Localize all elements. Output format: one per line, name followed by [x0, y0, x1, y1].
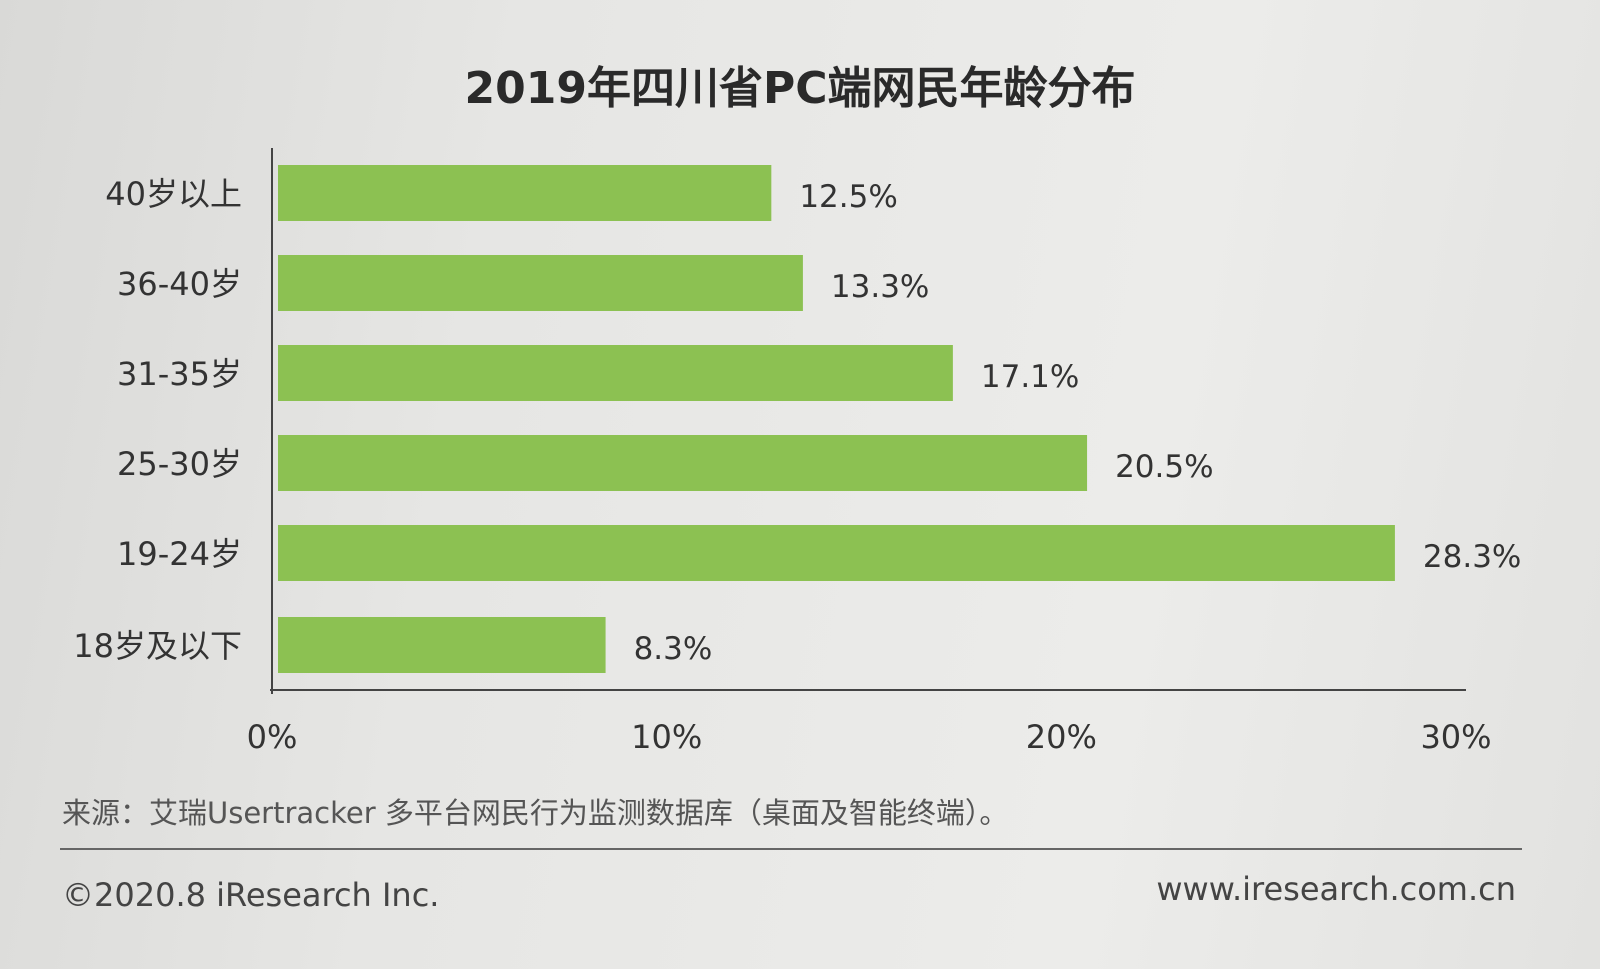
category-label: 25-30岁 — [117, 445, 242, 483]
category-label: 18岁及以下 — [73, 627, 242, 665]
data-label: 17.1% — [981, 359, 1079, 395]
source-note: 来源：艾瑞Usertracker 多平台网民行为监测数据库（桌面及智能终端）。 — [62, 796, 1009, 830]
bar — [278, 617, 606, 673]
data-label: 8.3% — [634, 631, 713, 667]
x-tick-label: 0% — [247, 718, 298, 756]
bar — [278, 255, 803, 311]
data-label: 13.3% — [831, 269, 929, 305]
data-label: 12.5% — [799, 179, 897, 215]
bar — [278, 345, 953, 401]
bar — [278, 165, 772, 221]
website: www.iresearch.com.cn — [1156, 870, 1516, 908]
data-label: 28.3% — [1423, 539, 1521, 575]
category-label: 31-35岁 — [117, 355, 242, 393]
divider — [60, 848, 1522, 850]
category-label: 36-40岁 — [117, 265, 242, 303]
data-label: 20.5% — [1115, 449, 1213, 485]
bar — [278, 435, 1088, 491]
bar — [278, 525, 1395, 581]
x-tick-label: 30% — [1420, 718, 1491, 756]
x-tick-label: 20% — [1026, 718, 1097, 756]
chart-title: 2019年四川省PC端网民年龄分布 — [464, 63, 1136, 114]
x-tick-label: 10% — [631, 718, 702, 756]
category-label: 19-24岁 — [117, 535, 242, 573]
category-label: 40岁以上 — [105, 175, 242, 213]
copyright: ©2020.8 iResearch Inc. — [62, 876, 440, 914]
